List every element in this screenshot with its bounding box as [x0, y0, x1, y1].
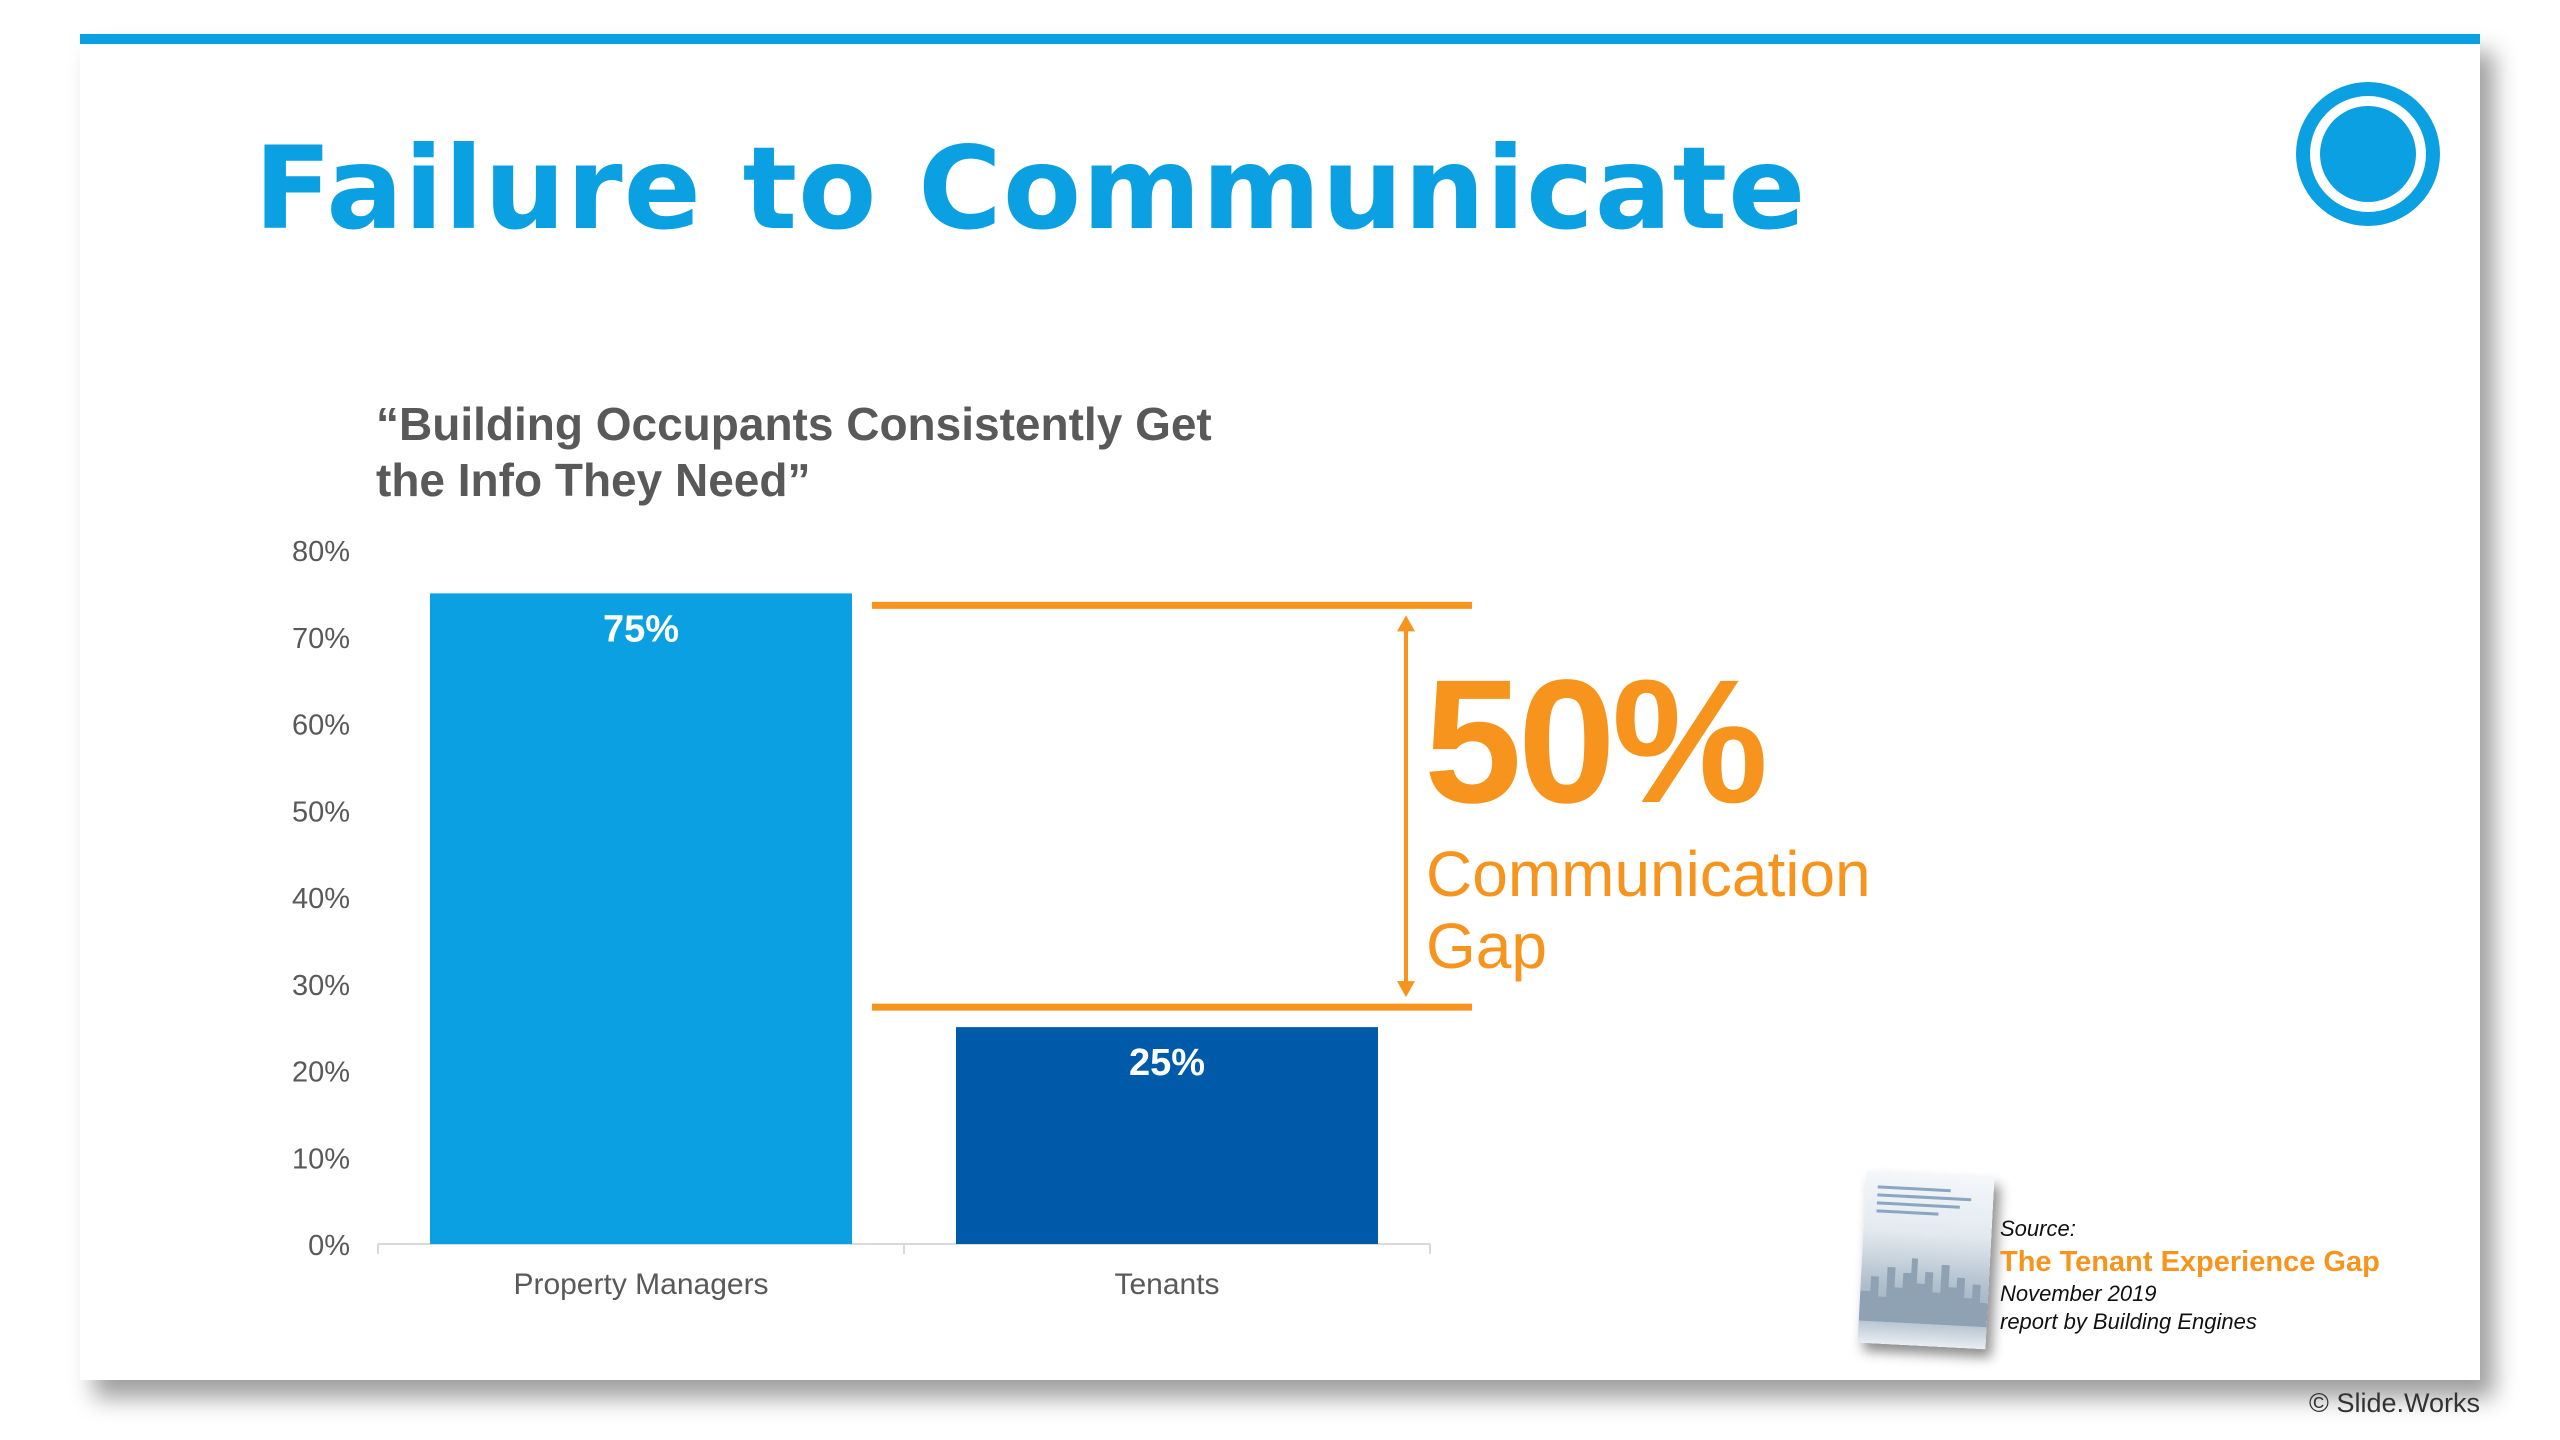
source-citation: Source: The Tenant Experience Gap Novemb…	[2000, 1216, 2460, 1335]
y-tick-label: 60%	[292, 710, 350, 742]
y-tick-label: 10%	[292, 1143, 350, 1175]
copyright-text: © Slide.Works	[2309, 1388, 2480, 1418]
source-author: report by Building Engines	[2000, 1309, 2257, 1334]
y-tick-label: 80%	[292, 536, 350, 568]
bar-tenants	[956, 1027, 1378, 1244]
bar-property-managers	[430, 593, 852, 1244]
source-label: Source:	[2000, 1216, 2076, 1241]
y-tick-label: 0%	[308, 1230, 350, 1262]
bar-value-label: 25%	[1129, 1042, 1205, 1084]
source-title: The Tenant Experience Gap	[2000, 1246, 2380, 1278]
x-tick-label: Property Managers	[513, 1268, 768, 1301]
chart-subtitle: “Building Occupants Consistently Get the…	[376, 398, 1212, 506]
x-tick-label: Tenants	[1114, 1268, 1219, 1301]
slide-title: Failure to Communicate	[254, 122, 1807, 255]
gap-label-line2: Gap	[1426, 910, 1547, 982]
y-tick-label: 30%	[292, 970, 350, 1002]
y-tick-label: 40%	[292, 883, 350, 915]
bar-value-label: 75%	[603, 608, 679, 650]
gap-arrow-up-icon	[1397, 615, 1415, 632]
y-tick-label: 70%	[292, 623, 350, 655]
source-date: November 2019	[2000, 1281, 2157, 1306]
bar-chart: 0% 10% 20% 30% 40% 50% 60% 70% 80% 75% Property Ma…	[292, 536, 1871, 1301]
y-tick-label: 20%	[292, 1057, 350, 1089]
report-cover-image	[1857, 1170, 1995, 1350]
y-tick-label: 50%	[292, 796, 350, 828]
circle-logo-icon	[2296, 82, 2440, 226]
slide: Failure to Communicate “Building Occupan…	[80, 34, 2480, 1380]
gap-arrow-down-icon	[1397, 981, 1415, 998]
gap-value: 50%	[1424, 644, 1764, 840]
gap-label-line1: Communication	[1426, 838, 1871, 910]
